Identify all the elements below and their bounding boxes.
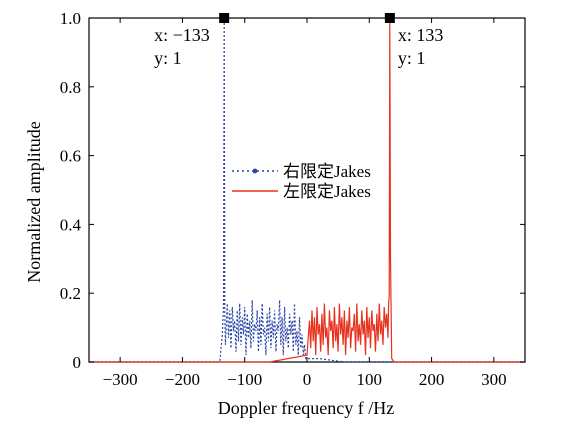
datatip-x-label-1: x: −133 (154, 25, 210, 45)
x-tick-label: −200 (165, 370, 200, 389)
x-tick-label: −300 (103, 370, 138, 389)
datatip-marker-2 (384, 13, 395, 23)
x-tick-label: −100 (227, 370, 262, 389)
datatip-x-label-2: x: 133 (398, 25, 444, 45)
y-tick-label: 0 (73, 353, 82, 372)
x-tick-label: 200 (419, 370, 445, 389)
series-line-1 (89, 17, 525, 363)
legend-marker-series-1 (252, 168, 258, 174)
legend: 右限定Jakes 左限定Jakes (232, 162, 371, 201)
x-tick-label: 300 (481, 370, 507, 389)
series-layer (89, 17, 525, 363)
y-tick-label: 0.8 (60, 78, 81, 97)
annotation-layer: x: −133 y: 1 x: 133 y: 1 (154, 13, 443, 68)
datatip-y-label-1: y: 1 (154, 48, 182, 68)
datatip-marker-1 (219, 13, 230, 23)
y-tick-label: 0.6 (60, 147, 81, 166)
x-tick-label: 0 (303, 370, 312, 389)
axes-layer: −300 −200 −100 0 100 200 300 0 0.2 0.4 0.6 0.8 1.0 (60, 9, 525, 389)
legend-label-series-2: 左限定Jakes (283, 182, 371, 201)
y-axis-label: Normalized amplitude (24, 121, 44, 282)
legend-label-series-1: 右限定Jakes (283, 162, 371, 181)
y-tick-label: 0.2 (60, 284, 81, 303)
x-axis-label: Doppler frequency f /Hz (218, 398, 394, 418)
y-tick-label: 0.4 (60, 215, 82, 234)
series-line-2 (89, 17, 525, 363)
datatip-y-label-2: y: 1 (398, 48, 426, 68)
x-tick-label: 100 (357, 370, 383, 389)
y-tick-label: 1.0 (60, 9, 81, 28)
